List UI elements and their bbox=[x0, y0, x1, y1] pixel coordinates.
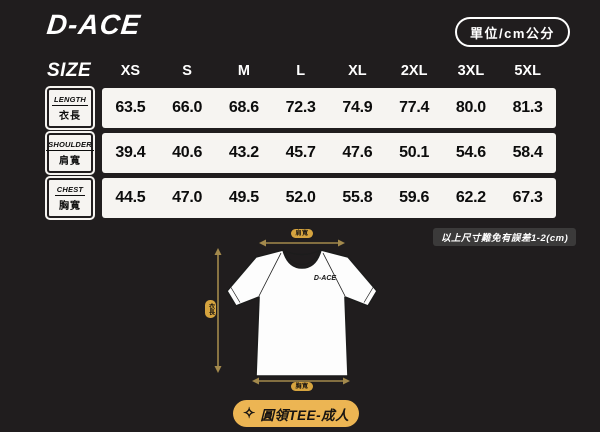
col-header-xl: XL bbox=[348, 63, 367, 79]
product-badge-label: 圓領TEE-成人 bbox=[260, 407, 350, 423]
shoulder-xl: 47.6 bbox=[342, 144, 373, 161]
col-header-5xl: 5XL bbox=[514, 63, 541, 79]
row-label-en: LENGTH bbox=[51, 94, 89, 106]
chest-l: 52.0 bbox=[285, 189, 316, 206]
row-label-length: LENGTH 衣長 bbox=[47, 88, 93, 128]
chest-measure-label: 胸寬 bbox=[291, 382, 313, 391]
left-cuff-line bbox=[230, 287, 241, 303]
length-2xl: 77.4 bbox=[399, 99, 430, 116]
sparkle-icon: ✧ bbox=[242, 405, 256, 422]
col-header-m: M bbox=[237, 63, 250, 79]
col-header-l: L bbox=[296, 63, 306, 79]
row-label-shoulder: SHOULDER 肩寬 bbox=[46, 133, 94, 173]
left-sleeve-seam bbox=[258, 252, 282, 297]
shoulder-xs: 39.4 bbox=[115, 144, 146, 161]
length-5xl: 81.3 bbox=[512, 99, 543, 116]
chest-2xl: 59.6 bbox=[399, 189, 430, 206]
shoulder-measure-label: 肩寬 bbox=[291, 229, 313, 238]
shoulder-arrow bbox=[259, 239, 345, 247]
tshirt-diagram: D-ACE bbox=[214, 239, 378, 385]
length-xs: 63.5 bbox=[115, 99, 146, 116]
unit-badge: 單位/cm公分 bbox=[455, 17, 570, 47]
chest-xl: 55.8 bbox=[342, 189, 373, 206]
size-header: SIZE bbox=[47, 60, 92, 81]
row-label-en: CHEST bbox=[54, 184, 86, 196]
col-header-s: S bbox=[182, 63, 192, 79]
shoulder-m: 43.2 bbox=[228, 144, 259, 161]
chest-xs: 44.5 bbox=[115, 189, 146, 206]
shoulder-l: 45.7 bbox=[285, 144, 316, 161]
measure-arrows bbox=[214, 239, 350, 385]
column-headers: XS S M L XL 2XL 3XL 5XL bbox=[102, 63, 556, 79]
row-values-chest: 44.5 47.0 49.5 52.0 55.8 59.6 62.2 67.3 bbox=[102, 178, 556, 218]
shoulder-5xl: 58.4 bbox=[512, 144, 543, 161]
row-values-shoulder: 39.4 40.6 43.2 45.7 47.6 50.1 54.6 58.4 bbox=[102, 133, 556, 173]
row-label-zh: 衣長 bbox=[59, 110, 81, 122]
col-header-2xl: 2XL bbox=[400, 63, 428, 79]
length-l: 72.3 bbox=[285, 99, 316, 116]
col-header-xs: XS bbox=[120, 63, 141, 79]
shoulder-3xl: 54.6 bbox=[455, 144, 486, 161]
row-label-chest: CHEST 胸寬 bbox=[47, 178, 93, 218]
right-sleeve-seam bbox=[322, 252, 346, 297]
tshirt-outline: D-ACE bbox=[226, 249, 378, 377]
right-cuff-line bbox=[363, 287, 374, 303]
tolerance-note: 以上尺寸難免有誤差1-2(cm) bbox=[433, 228, 577, 246]
length-measure-label: 衣長 bbox=[205, 300, 216, 318]
col-header-3xl: 3XL bbox=[457, 63, 485, 79]
table-header-row: SIZE XS S M L XL 2XL 3XL 5XL bbox=[47, 58, 556, 84]
row-values-length: 63.5 66.0 68.6 72.3 74.9 77.4 80.0 81.3 bbox=[102, 88, 556, 128]
collar-back-line bbox=[282, 249, 322, 256]
collar-rib-line bbox=[284, 251, 320, 266]
length-arrow bbox=[214, 248, 222, 373]
length-3xl: 80.0 bbox=[455, 99, 486, 116]
shirt-chest-logo: D-ACE bbox=[314, 275, 336, 282]
table-row-chest: CHEST 胸寬 44.5 47.0 49.5 52.0 55.8 59.6 6… bbox=[47, 178, 556, 218]
chest-5xl: 67.3 bbox=[512, 189, 543, 206]
shoulder-s: 40.6 bbox=[172, 144, 203, 161]
chest-arrow bbox=[252, 377, 350, 385]
row-label-zh: 肩寬 bbox=[59, 155, 81, 167]
length-s: 66.0 bbox=[172, 99, 203, 116]
table-row-shoulder: SHOULDER 肩寬 39.4 40.6 43.2 45.7 47.6 50.… bbox=[46, 133, 556, 173]
chest-3xl: 62.2 bbox=[455, 189, 486, 206]
chest-m: 49.5 bbox=[228, 189, 259, 206]
length-xl: 74.9 bbox=[342, 99, 373, 116]
chest-s: 47.0 bbox=[172, 189, 203, 206]
length-m: 68.6 bbox=[228, 99, 259, 116]
shoulder-2xl: 50.1 bbox=[399, 144, 430, 161]
table-row-length: LENGTH 衣長 63.5 66.0 68.6 72.3 74.9 77.4 … bbox=[47, 88, 556, 128]
brand-logo: D-ACE bbox=[45, 9, 143, 40]
row-label-en: SHOULDER bbox=[46, 139, 94, 151]
product-badge: ✧ 圓領TEE-成人 bbox=[233, 400, 359, 427]
row-label-zh: 胸寬 bbox=[59, 200, 81, 212]
size-table: SIZE XS S M L XL 2XL 3XL 5XL LENGTH 衣長 6… bbox=[46, 58, 556, 223]
